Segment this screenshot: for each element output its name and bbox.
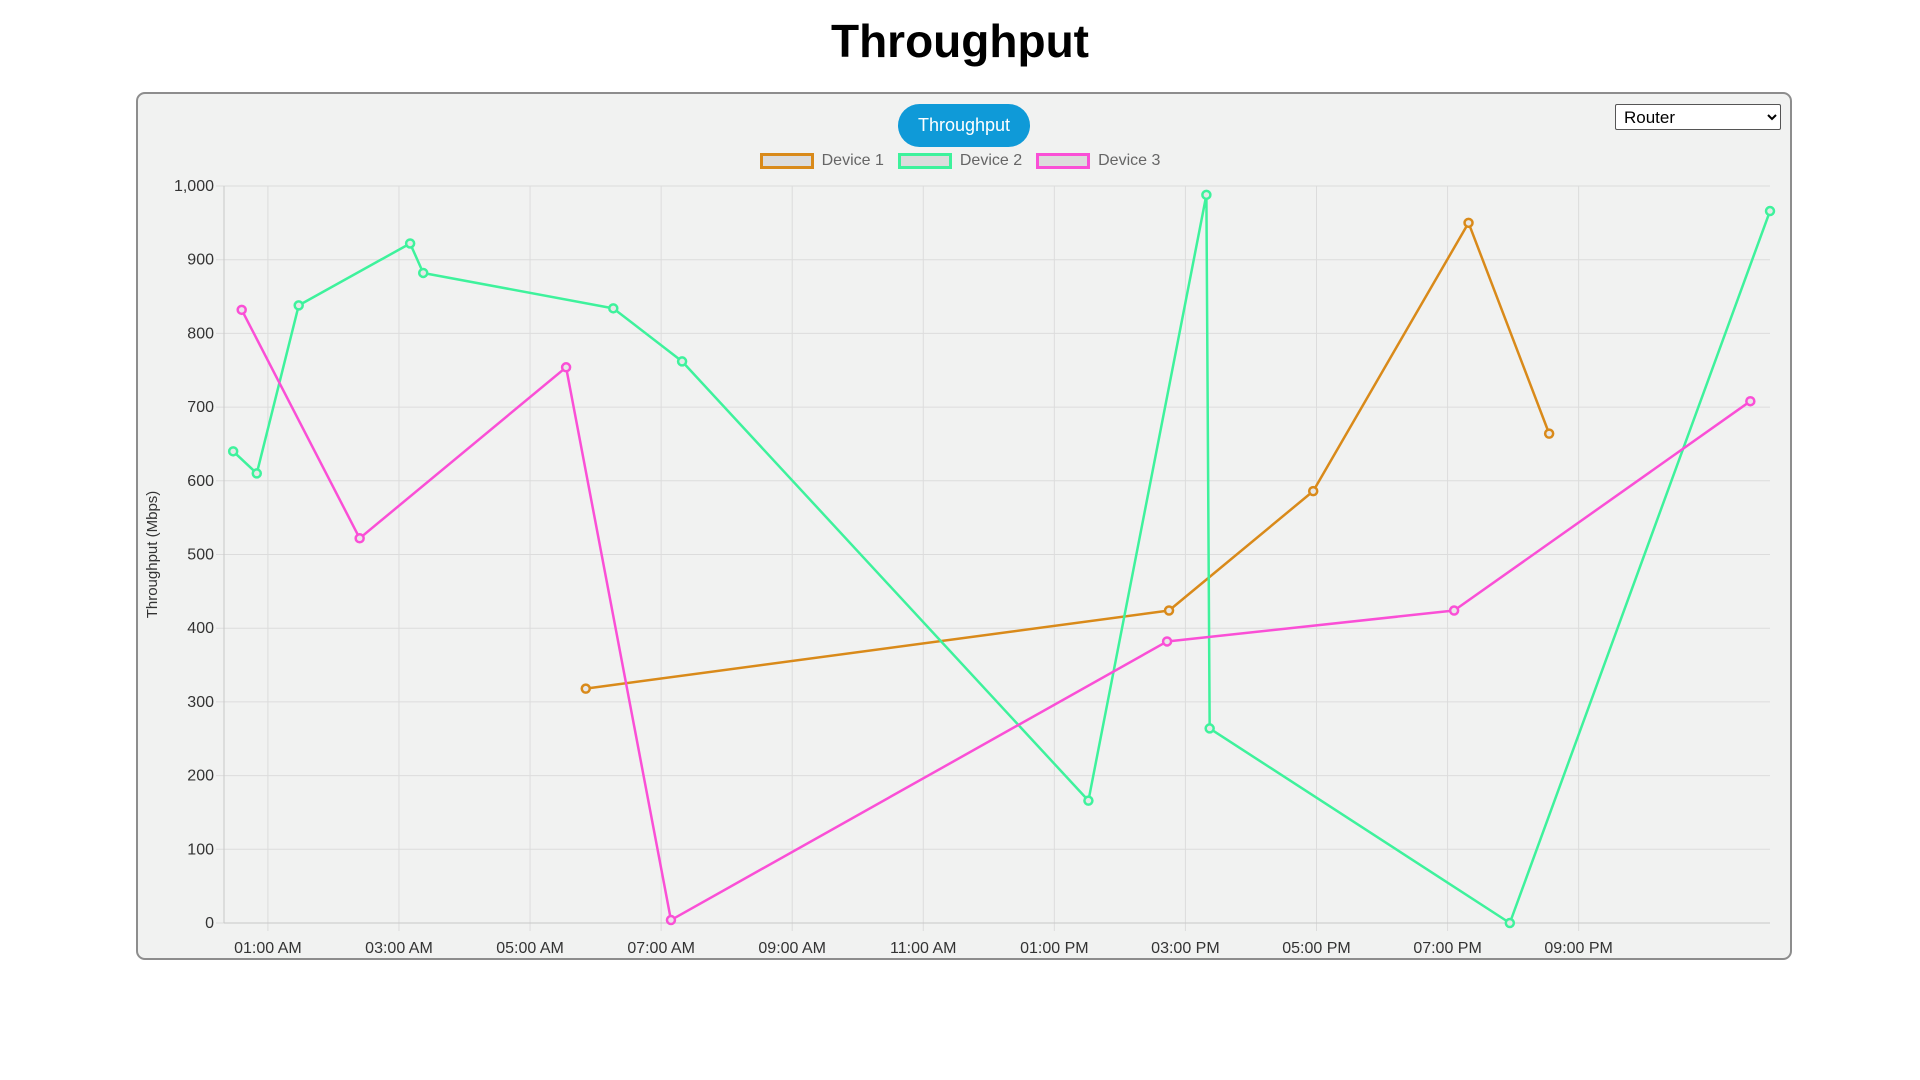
page-title: Throughput (830, 15, 1089, 67)
throughput-tab-button[interactable]: Throughput (898, 104, 1030, 147)
x-tick-label: 03:00 PM (1151, 940, 1219, 957)
data-point-device-3 (1161, 636, 1173, 647)
data-point-device-3 (560, 362, 572, 373)
data-point-device-2 (404, 238, 416, 249)
chart-panel (136, 92, 1792, 960)
y-axis-title: Throughput (Mbps) (144, 491, 161, 619)
chart-legend: Device 1 Device 2 Device 3 (0, 152, 1920, 170)
data-point-device-3 (236, 304, 247, 316)
data-point-device-1 (580, 683, 592, 694)
legend-swatch (759, 153, 814, 169)
data-point-device-2 (676, 356, 688, 367)
y-tick-label: 700 (187, 399, 214, 416)
y-tick-label: 900 (187, 252, 214, 269)
legend-item-device-1[interactable]: Device 1 (759, 152, 884, 170)
data-point-device-2 (293, 300, 304, 311)
data-point-device-3 (1448, 605, 1460, 616)
x-tick-label: 11:00 AM (890, 940, 956, 957)
x-tick-label: 03:00 AM (365, 940, 433, 957)
data-point-device-3 (665, 914, 677, 926)
y-tick-label: 400 (187, 620, 214, 637)
series-line-device-2 (232, 193, 1772, 925)
legend-label: Device 1 (821, 152, 884, 169)
x-tick-label: 01:00 PM (1020, 940, 1088, 957)
data-point-device-3 (1745, 395, 1756, 407)
y-tick-label: 600 (187, 473, 214, 490)
legend-item-device-2[interactable]: Device 2 (897, 152, 1023, 170)
data-point-device-2 (1764, 205, 1776, 217)
legend-swatch (1036, 153, 1091, 169)
data-point-device-2 (417, 267, 429, 279)
legend-label: Device 3 (1098, 152, 1161, 169)
data-point-device-3 (354, 533, 365, 544)
x-tick-label: 01:00 AM (234, 940, 302, 957)
x-tick-label: 05:00 AM (496, 940, 564, 957)
legend-label: Device 2 (959, 152, 1023, 169)
data-point-device-2 (608, 303, 619, 314)
data-point-device-2 (251, 468, 263, 479)
x-tick-label: 07:00 PM (1413, 940, 1481, 957)
legend-swatch (897, 153, 952, 169)
series-line-device-3 (240, 309, 1752, 922)
device-source-select[interactable]: Router (1615, 104, 1781, 130)
y-tick-label: 100 (187, 841, 214, 858)
data-point-device-2 (1504, 917, 1516, 929)
data-point-device-1 (1163, 605, 1175, 616)
y-tick-label: 800 (187, 325, 214, 342)
x-tick-label: 07:00 AM (627, 940, 695, 957)
y-tick-label: 1,000 (174, 178, 214, 195)
y-tick-label: 500 (187, 547, 214, 564)
data-point-device-2 (1083, 795, 1094, 806)
legend-item-device-3[interactable]: Device 3 (1036, 152, 1160, 170)
data-point-device-1 (1543, 428, 1555, 439)
x-tick-label: 09:00 AM (758, 940, 826, 957)
y-tick-label: 300 (187, 694, 214, 711)
data-point-device-2 (1201, 189, 1212, 201)
y-tick-label: 200 (187, 768, 214, 785)
x-tick-label: 09:00 PM (1544, 940, 1612, 957)
data-point-device-2 (227, 446, 239, 457)
series-line-device-1 (585, 221, 1551, 690)
data-point-device-1 (1307, 485, 1319, 497)
data-point-device-1 (1463, 217, 1474, 229)
y-tick-label: 0 (205, 915, 214, 932)
x-tick-label: 05:00 PM (1282, 940, 1350, 957)
data-point-device-2 (1204, 723, 1215, 734)
